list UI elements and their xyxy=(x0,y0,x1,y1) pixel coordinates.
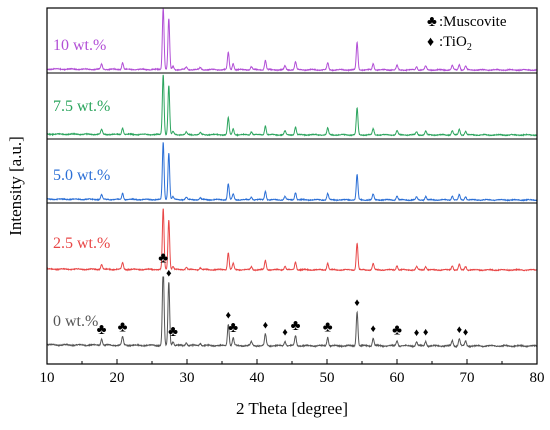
legend-label-tio2-main: :TiO xyxy=(439,34,467,50)
marker-tio2: ♦ xyxy=(463,326,469,338)
series-label-2: 5.0 wt.% xyxy=(53,167,110,184)
series-label-1: 2.5 wt.% xyxy=(53,235,110,252)
x-tick-label: 70 xyxy=(460,370,475,386)
marker-muscovite: ♣ xyxy=(228,320,238,336)
x-tick-label: 20 xyxy=(110,370,125,386)
legend-symbol-tio2: ♦ xyxy=(427,35,434,50)
legend-symbol-muscovite: ♣ xyxy=(427,14,437,30)
series-line-4 xyxy=(46,7,538,73)
traces-group: 0 wt.% 2.5 wt.% 5.0 wt.% 7.5 wt.% 10 wt.% xyxy=(46,7,538,349)
x-axis-label: 2 Theta [degree] xyxy=(236,399,348,418)
marker-tio2: ♦ xyxy=(456,324,462,336)
marker-tio2: ♦ xyxy=(225,309,231,321)
x-tick-label: 80 xyxy=(530,370,545,386)
series-line-1 xyxy=(46,208,538,272)
marker-tio2: ♦ xyxy=(354,297,360,309)
legend-label-muscovite: :Muscovite xyxy=(439,14,507,30)
marker-tio2: ♦ xyxy=(166,267,172,279)
marker-muscovite: ♣ xyxy=(118,319,128,335)
x-tick-label: 30 xyxy=(180,370,195,386)
marker-muscovite: ♣ xyxy=(168,324,178,340)
series-line-2 xyxy=(46,142,538,202)
marker-tio2: ♦ xyxy=(414,327,420,339)
x-ticks-group: 10 20 30 40 50 60 70 80 xyxy=(40,359,545,386)
y-axis-label: Intensity [a.u.] xyxy=(6,136,25,236)
marker-tio2: ♦ xyxy=(370,323,376,335)
marker-muscovite: ♣ xyxy=(158,250,168,266)
legend-label-tio2: :TiO2 xyxy=(439,34,472,53)
panels-group xyxy=(47,72,537,204)
x-tick-label: 50 xyxy=(320,370,335,386)
marker-muscovite: ♣ xyxy=(291,318,301,334)
marker-muscovite: ♣ xyxy=(323,319,333,335)
marker-muscovite: ♣ xyxy=(97,322,107,338)
marker-tio2: ♦ xyxy=(263,319,269,331)
marker-tio2: ♦ xyxy=(423,326,429,338)
legend-label-tio2-subscript: 2 xyxy=(467,42,472,53)
series-label-4: 10 wt.% xyxy=(53,37,106,54)
plot-frame xyxy=(46,7,538,365)
series-line-3 xyxy=(46,74,538,137)
x-tick-label: 40 xyxy=(250,370,265,386)
series-label-3: 7.5 wt.% xyxy=(53,98,110,115)
legend: ♣ :Muscovite ♦ :TiO2 xyxy=(427,14,507,53)
series-label-0: 0 wt.% xyxy=(53,313,98,330)
marker-tio2: ♦ xyxy=(282,326,288,338)
x-tick-label: 60 xyxy=(390,370,405,386)
x-tick-label: 10 xyxy=(40,370,55,386)
marker-muscovite: ♣ xyxy=(392,323,402,339)
markers-group: ♣ ♣♣♦♣♦♣ ♦♦ ♣ ♣♦♦ ♣ ♦ ♦ ♦ ♦ xyxy=(97,250,469,340)
series-line-0 xyxy=(46,276,538,349)
